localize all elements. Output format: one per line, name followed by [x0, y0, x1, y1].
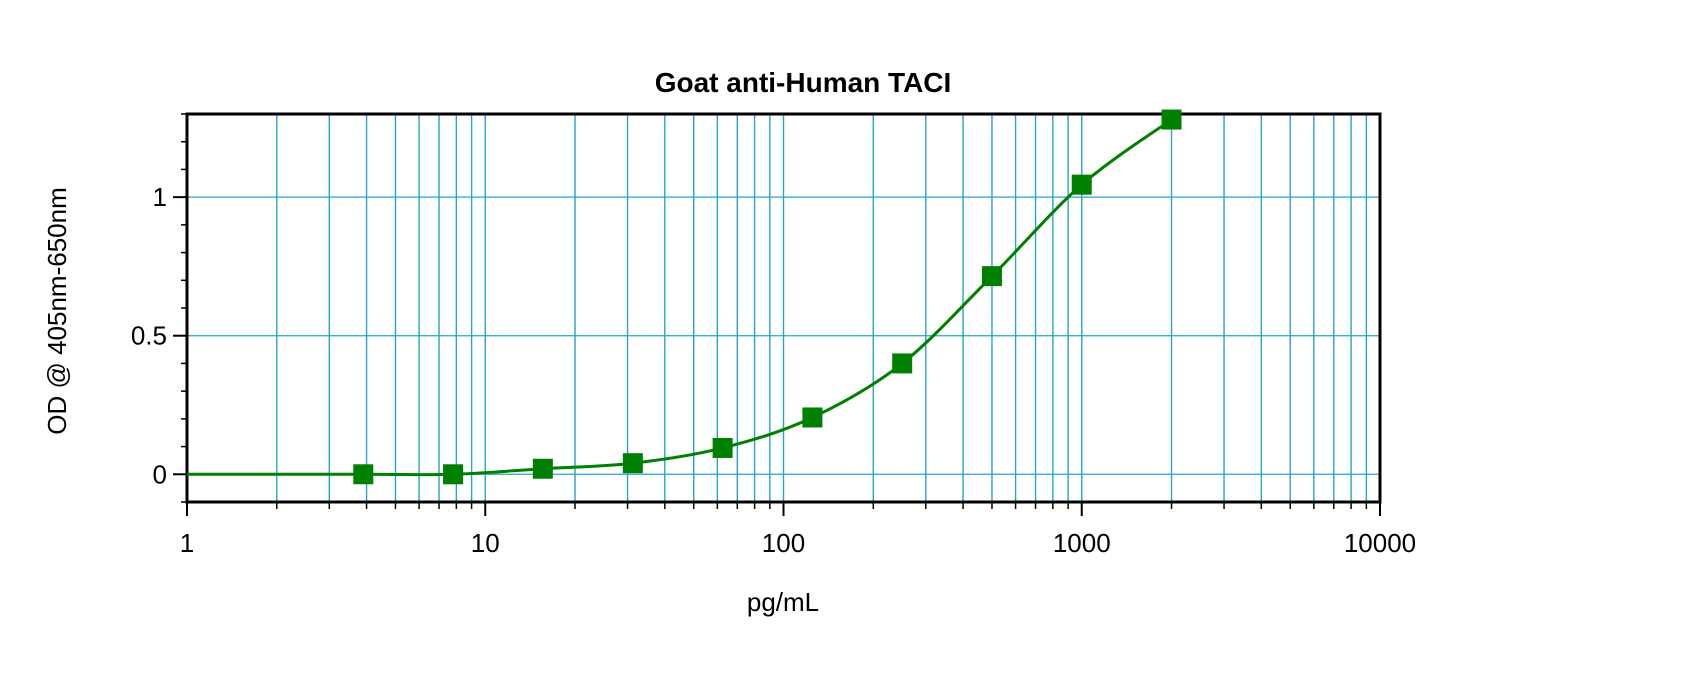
- data-point: [712, 437, 733, 458]
- data-series: [186, 109, 1182, 485]
- x-tick-label: 1: [180, 528, 194, 558]
- data-point: [353, 464, 374, 485]
- x-tick-label: 1000: [1053, 528, 1111, 558]
- data-point: [443, 464, 464, 485]
- data-point: [802, 407, 823, 428]
- data-point: [981, 266, 1002, 287]
- y-axis-label: OD @ 405nm-650nm: [42, 187, 72, 435]
- y-tick-label: 1: [153, 182, 167, 212]
- fitted-curve: [186, 118, 1173, 477]
- x-tick-label: 100: [762, 528, 805, 558]
- data-point: [622, 453, 643, 474]
- y-tick-label: 0: [153, 459, 167, 489]
- data-point: [1161, 109, 1182, 130]
- data-point: [1071, 174, 1092, 195]
- y-tick-label: 0.5: [131, 321, 167, 351]
- data-point: [532, 458, 553, 479]
- grid-lines: [187, 114, 1380, 502]
- data-point: [892, 353, 913, 374]
- x-axis-label: pg/mL: [747, 587, 819, 617]
- x-tick-label: 10000: [1344, 528, 1416, 558]
- chart-title: Goat anti-Human TACI: [655, 67, 952, 98]
- x-tick-label: 10: [471, 528, 500, 558]
- axes: 1 10 100 1000 10000 0 0.5 1: [131, 112, 1416, 558]
